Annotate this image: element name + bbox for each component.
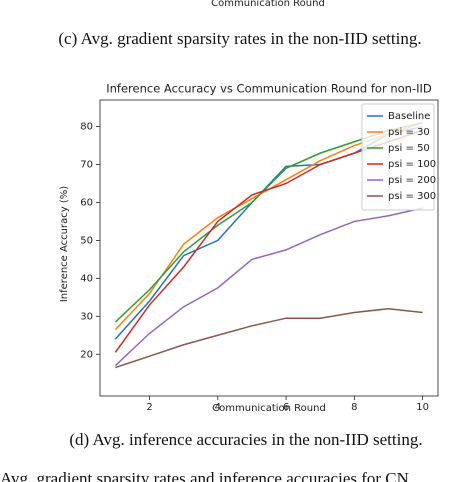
- x-tick-label: 8: [351, 402, 357, 413]
- y-tick-label: 40: [80, 273, 93, 284]
- legend-box: [361, 103, 435, 211]
- legend-label: psi = 200: [388, 175, 436, 186]
- y-tick-label: 20: [80, 349, 93, 360]
- chart-title: Inference Accuracy vs Communication Roun…: [106, 82, 432, 96]
- caption-d: (d) Avg. inference accuracies in the non…: [69, 430, 422, 449]
- legend-label: Baseline: [388, 111, 430, 122]
- y-tick-label: 80: [80, 122, 93, 133]
- x-tick-label: 2: [146, 402, 152, 413]
- x-tick-label: 6: [283, 402, 289, 413]
- plot-frame: [99, 99, 439, 397]
- legend-label: psi = 300: [388, 191, 436, 202]
- legend-label: psi = 30: [388, 127, 430, 138]
- series-line: [115, 307, 423, 369]
- y-tick-label: 30: [80, 311, 93, 322]
- y-axis-label: Inference Accuracy (%): [59, 186, 70, 302]
- legend-label: psi = 100: [388, 159, 436, 170]
- x-axis-label: Communication Round: [212, 403, 326, 414]
- caption-c: (c) Avg. gradient sparsity rates in the …: [58, 29, 421, 48]
- x-tick-label: 10: [416, 402, 429, 413]
- y-tick-label: 60: [80, 197, 93, 208]
- header-fragment: Communication Round: [211, 0, 325, 9]
- y-tick-label: 50: [80, 235, 93, 246]
- series-line: [114, 207, 423, 367]
- x-tick-label: 4: [215, 402, 221, 413]
- footer-fragment: Avg. gradient sparsity rates and inferen…: [0, 469, 409, 482]
- legend-label: psi = 50: [388, 143, 430, 154]
- y-tick-label: 70: [80, 160, 93, 171]
